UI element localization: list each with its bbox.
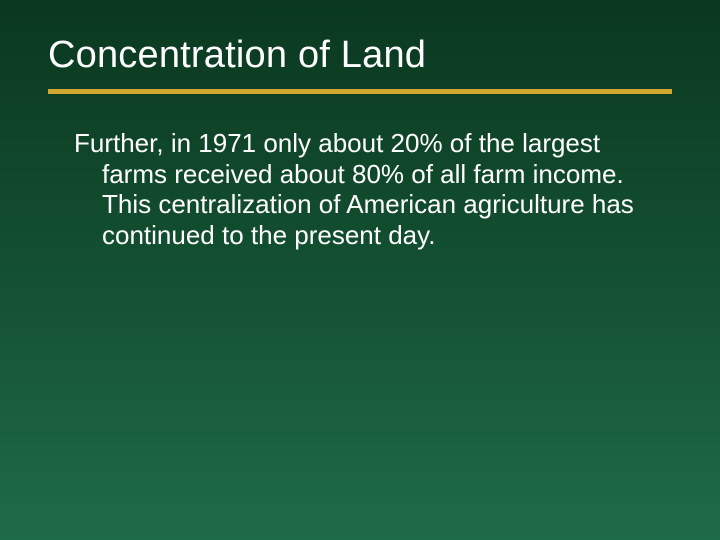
title-underline-rule — [48, 89, 672, 94]
slide-title: Concentration of Land — [48, 34, 672, 77]
slide: Concentration of Land Further, in 1971 o… — [0, 0, 720, 540]
title-area: Concentration of Land — [48, 34, 672, 94]
slide-body-text: Further, in 1971 only about 20% of the l… — [76, 128, 672, 251]
